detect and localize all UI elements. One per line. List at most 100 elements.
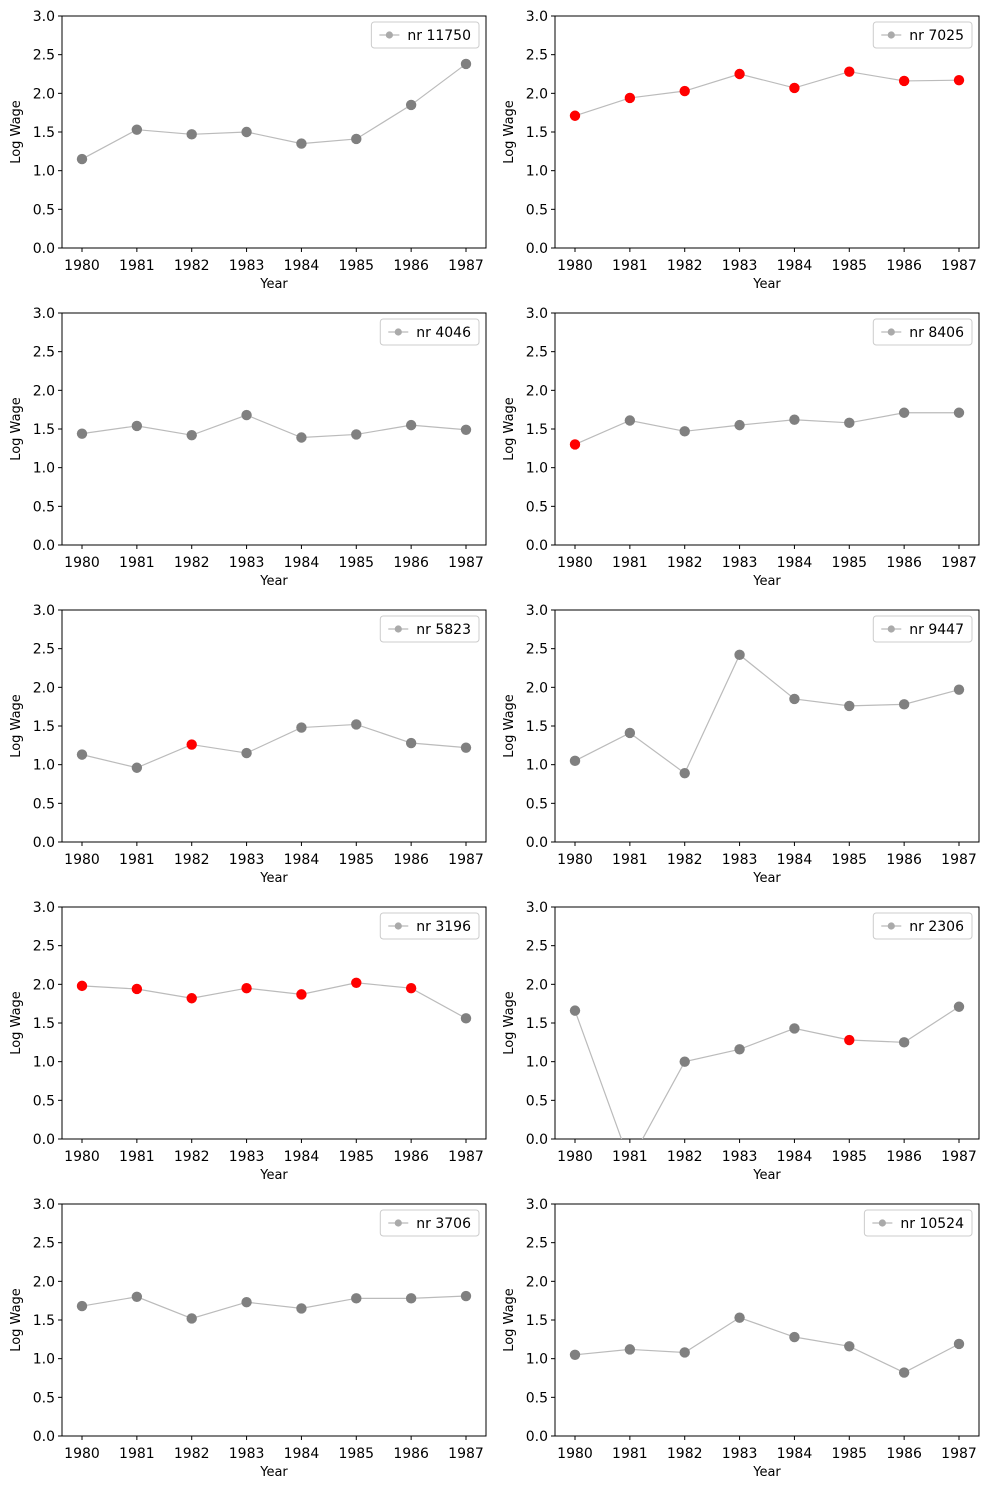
axes-frame — [61, 312, 487, 546]
y-tick-label: 1.0 — [33, 1055, 55, 1071]
y-tick-label: 0.0 — [33, 1429, 55, 1445]
data-point — [789, 1331, 800, 1343]
data-point-highlight — [296, 989, 307, 1000]
series-line — [81, 1295, 467, 1320]
data-point — [186, 1313, 197, 1324]
data-point — [953, 407, 965, 418]
y-axis-label: Log Wage — [9, 694, 24, 758]
y-tick-label: 2.0 — [33, 383, 55, 399]
y-tick-label: 3.0 — [33, 1197, 55, 1213]
data-point — [624, 415, 636, 426]
axes-frame — [61, 609, 487, 843]
x-tick-label: 1980 — [64, 555, 100, 571]
data-point-highlight — [186, 993, 197, 1004]
x-tick-label: 1985 — [338, 1149, 374, 1165]
y-tick-label: 0.0 — [33, 1132, 55, 1148]
legend: nr 3196 — [379, 912, 480, 940]
legend-marker — [394, 922, 402, 930]
series-line — [81, 723, 467, 769]
x-tick-label: 1984 — [284, 1149, 320, 1165]
y-tick-label: 0.5 — [526, 499, 548, 515]
legend-marker — [394, 625, 402, 633]
data-point-highlight — [76, 980, 88, 992]
data-point — [844, 700, 855, 712]
data-point — [460, 1290, 472, 1302]
x-tick-label: 1985 — [831, 1446, 867, 1462]
data-point — [405, 1293, 417, 1304]
x-tick-label: 1984 — [284, 852, 320, 868]
x-tick-label: 1983 — [229, 852, 265, 868]
x-tick-label: 1987 — [941, 258, 977, 274]
x-tick-label: 1981 — [119, 258, 155, 274]
x-axis-label: Year — [259, 1465, 288, 1480]
y-tick-label: 1.0 — [33, 461, 55, 477]
data-point-highlight — [679, 85, 690, 97]
y-axis-label: Log Wage — [502, 991, 517, 1055]
x-tick-label: 1984 — [777, 1149, 813, 1165]
x-tick-label: 1984 — [777, 852, 813, 868]
data-point-highlight — [569, 110, 581, 121]
data-point — [460, 58, 472, 70]
y-tick-label: 2.0 — [526, 383, 548, 399]
x-tick-label: 1980 — [64, 258, 100, 274]
y-tick-label: 1.5 — [33, 1016, 55, 1032]
x-tick-label: 1984 — [284, 555, 320, 571]
y-tick-label: 3.0 — [526, 1197, 548, 1213]
y-axis-label: Log Wage — [502, 694, 517, 758]
x-axis-label: Year — [752, 1465, 781, 1480]
legend-box — [379, 318, 480, 346]
data-point — [296, 138, 307, 149]
x-tick-label: 1982 — [667, 1446, 703, 1462]
axes-frame — [554, 312, 980, 546]
y-tick-label: 1.5 — [526, 125, 548, 141]
legend: nr 9447 — [872, 615, 973, 643]
y-tick-label: 3.0 — [526, 9, 548, 25]
y-tick-label: 0.5 — [33, 796, 55, 812]
y-tick-label: 0.0 — [33, 538, 55, 554]
plot-area — [76, 409, 472, 443]
data-point — [898, 699, 910, 710]
y-tick-label: 1.0 — [526, 1055, 548, 1071]
y-tick-label: 1.0 — [33, 164, 55, 180]
axes-frame — [61, 906, 487, 1140]
data-point — [186, 129, 197, 140]
y-axis-label: Log Wage — [9, 991, 24, 1055]
y-tick-label: 0.5 — [526, 1093, 548, 1109]
data-point — [569, 1349, 581, 1361]
y-tick-label: 2.5 — [526, 939, 548, 955]
y-tick-label: 0.5 — [526, 1390, 548, 1406]
chart-panel: 0.0 0.5 1.0 1.5 2.0 2.5 3.0 1980 1981 1982 1983 198… — [502, 306, 980, 589]
legend: nr 11750 — [370, 21, 480, 49]
data-point-highlight — [241, 983, 252, 994]
legend-label: nr 4046 — [416, 325, 471, 341]
y-tick-label: 3.0 — [526, 900, 548, 916]
x-axis-label: Year — [752, 871, 781, 886]
data-point — [351, 719, 362, 730]
y-tick-label: 3.0 — [526, 306, 548, 322]
x-tick-label: 1987 — [448, 852, 484, 868]
y-tick-label: 0.5 — [33, 1390, 55, 1406]
x-tick-label: 1980 — [557, 1446, 593, 1462]
y-tick-label: 0.5 — [33, 499, 55, 515]
axes-frame — [554, 1203, 980, 1437]
data-point — [789, 414, 800, 425]
series-line — [574, 1317, 960, 1374]
series-line — [574, 1006, 960, 1139]
y-tick-label: 0.0 — [33, 835, 55, 851]
y-axis-label: Log Wage — [502, 1288, 517, 1352]
x-tick-label: 1987 — [941, 852, 977, 868]
data-point — [898, 1367, 910, 1378]
chart-panel: 0.0 0.5 1.0 1.5 2.0 2.5 3.0 1980 1981 1982 1983 198… — [9, 306, 487, 589]
legend-label: nr 2306 — [909, 919, 964, 935]
legend-label: nr 3196 — [416, 919, 471, 935]
x-tick-label: 1981 — [119, 555, 155, 571]
x-tick-label: 1986 — [886, 1446, 922, 1462]
legend-label: nr 3706 — [416, 1216, 471, 1232]
legend-box — [379, 1209, 480, 1237]
x-tick-label: 1986 — [886, 258, 922, 274]
plot-area — [569, 66, 965, 121]
plot-area — [569, 1001, 965, 1139]
chart-panel: 0.0 0.5 1.0 1.5 2.0 2.5 3.0 1980 1981 1982 1983 198… — [502, 1197, 980, 1480]
x-tick-label: 1987 — [448, 555, 484, 571]
